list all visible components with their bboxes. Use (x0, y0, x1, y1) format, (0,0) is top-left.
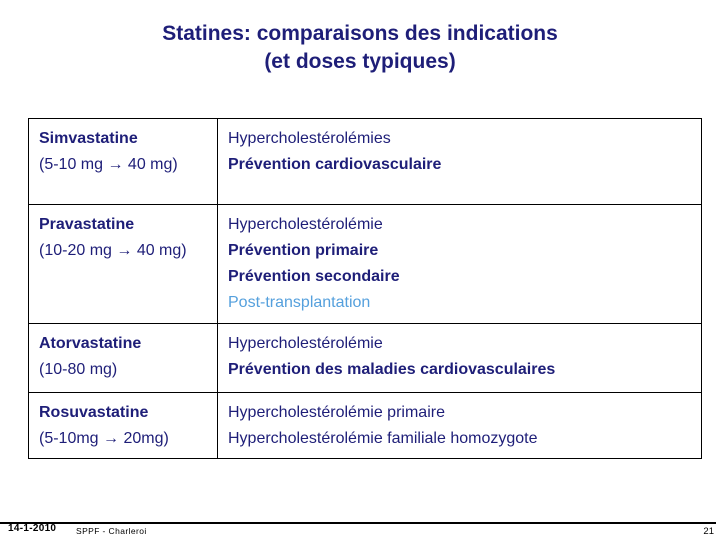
dose-range: (10-20 mg → 40 mg) (39, 242, 187, 259)
drug-cell: Atorvastatine (10-80 mg) (28, 323, 218, 393)
statins-comparison-table: Simvastatine (5-10 mg → 40 mg) Hyperchol… (28, 118, 702, 459)
dose-range: (10-80 mg) (39, 361, 118, 378)
dose-range: (5-10 mg → 40 mg) (39, 156, 178, 173)
indication-line: Hypercholestérolémie (228, 335, 383, 352)
indications-cell: Hypercholestérolémies Prévention cardiov… (217, 118, 702, 205)
indication-line: Prévention secondaire (228, 268, 400, 285)
drug-name: Atorvastatine (39, 335, 142, 352)
drug-cell: Simvastatine (5-10 mg → 40 mg) (28, 118, 218, 205)
indication-line: Hypercholestérolémie familiale homozygot… (228, 430, 538, 447)
drug-cell: Pravastatine (10-20 mg → 40 mg) (28, 204, 218, 324)
page-title: Statines: comparaisons des indications (… (0, 20, 720, 76)
indication-line: Hypercholestérolémie (228, 216, 383, 233)
title-line-2: (et doses typiques) (264, 50, 456, 73)
indications-cell: Hypercholestérolémie Prévention des mala… (217, 323, 702, 393)
indications-cell: Hypercholestérolémie primaire Hyperchole… (217, 392, 702, 459)
title-line-1: Statines: comparaisons des indications (162, 22, 558, 45)
table-row-atorvastatine: Atorvastatine (10-80 mg) Hypercholestéro… (28, 323, 702, 393)
indication-line-highlighted: Post-transplantation (228, 294, 371, 311)
table-row-simvastatine: Simvastatine (5-10 mg → 40 mg) Hyperchol… (28, 118, 702, 205)
indication-line: Prévention primaire (228, 242, 379, 259)
footer-date: 14-1-2010 (8, 523, 57, 534)
indication-line: Prévention des maladies cardiovasculaire… (228, 361, 556, 378)
footer-source: SPPF - Charleroi (76, 526, 147, 536)
drug-cell: Rosuvastatine (5-10mg → 20mg) (28, 392, 218, 459)
table-row-pravastatine: Pravastatine (10-20 mg → 40 mg) Hypercho… (28, 204, 702, 324)
dose-range: (5-10mg → 20mg) (39, 430, 169, 447)
drug-name: Simvastatine (39, 130, 138, 147)
indications-cell: Hypercholestérolémie Prévention primaire… (217, 204, 702, 324)
indication-line: Hypercholestérolémies (228, 130, 391, 147)
page-number: 21 (703, 526, 714, 537)
indication-line: Prévention cardiovasculaire (228, 156, 442, 173)
footer-divider (0, 522, 716, 524)
drug-name: Pravastatine (39, 216, 135, 233)
indication-line: Hypercholestérolémie primaire (228, 404, 445, 421)
table-row-rosuvastatine: Rosuvastatine (5-10mg → 20mg) Hyperchole… (28, 392, 702, 459)
drug-name: Rosuvastatine (39, 404, 149, 421)
